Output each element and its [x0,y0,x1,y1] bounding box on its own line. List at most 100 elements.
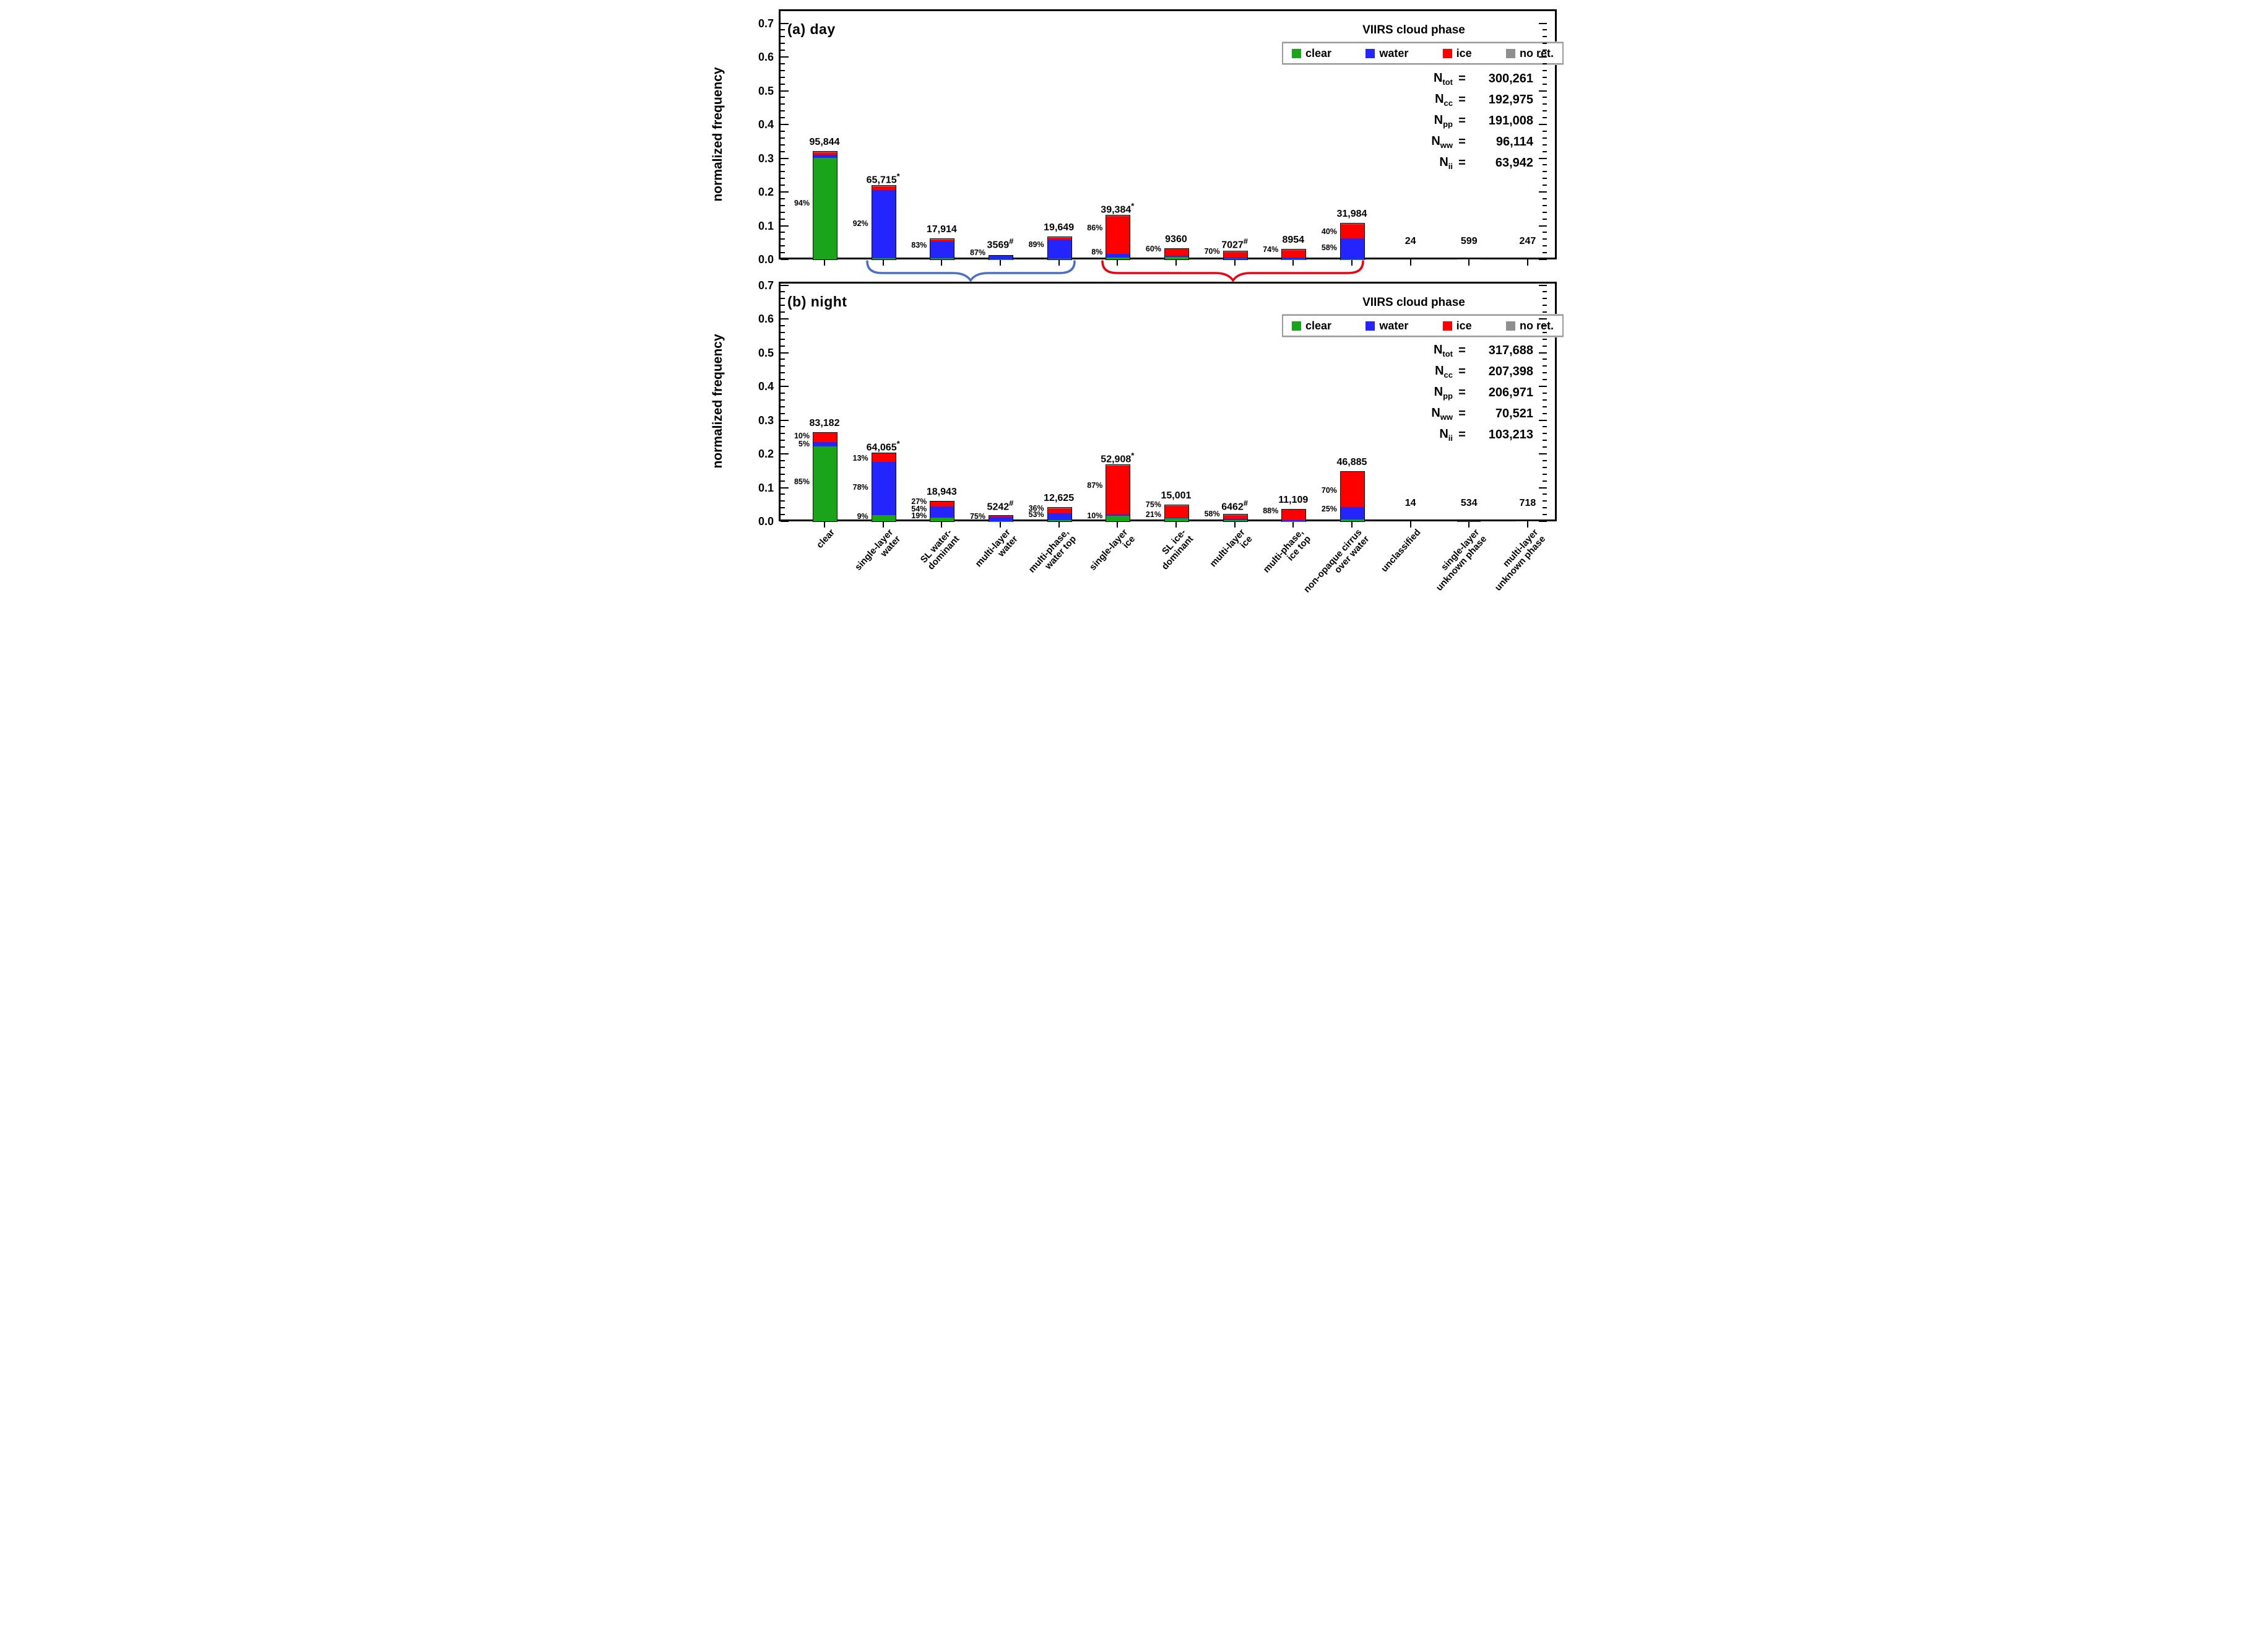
x-tick [1526,521,1528,528]
legend-box-day: clear water ice no ret. [1282,42,1564,64]
stat-value: 207,398 [1488,364,1533,378]
y-minor-tick-right [1543,433,1547,435]
y-major-tick-right [1539,259,1547,260]
equals-sign: = [1458,113,1466,128]
bar-percent-label: 83% [911,241,927,250]
y-minor-tick-right [1543,493,1547,495]
y-major-tick [781,521,789,522]
stat-nii: Nii = 63,942 [1413,152,1537,173]
bar-value-label: 31,984 [1336,208,1367,219]
stat-value: 191,008 [1488,113,1533,128]
y-minor-tick-right [1543,311,1547,313]
x-tick [824,259,825,266]
x-category-label: multi-phase, water top [1026,527,1079,575]
x-tick [1409,521,1411,528]
bar-value-label: 95,844 [809,137,840,148]
bar-segment-no_ret [1164,505,1188,506]
y-major-tick-right [1539,453,1547,454]
y-minor-tick [781,97,785,98]
bar-segment-water [1282,257,1306,259]
bar-day-7 [1223,251,1248,260]
bar-segment-ice [872,186,896,191]
bar-percent-label: 75% [969,511,985,521]
y-minor-tick [781,473,785,475]
bar-segment-ice [1047,508,1071,513]
y-minor-tick [781,76,785,78]
x-tick [882,259,884,266]
stat-name: Ntot [1433,342,1453,359]
value-suffix: # [1243,237,1249,246]
bar-segment-no_ret [1223,251,1247,253]
bar-day-4 [1047,237,1072,260]
bar-segment-ice [930,501,954,507]
bar-segment-no_ret [1106,465,1130,466]
x-tick [1468,259,1470,266]
bar-segment-ice [1282,250,1306,258]
y-major-tick [781,318,789,319]
x-tick [1175,521,1177,528]
bar-night-8 [1281,508,1307,522]
x-category-label: unclassified [1379,527,1423,575]
bar-percent-label: 13% [852,454,868,463]
y-minor-tick [781,238,785,240]
bar-percent-label: 87% [969,248,985,258]
bar-segment-no_ret [1106,215,1130,216]
y-minor-tick-right [1543,379,1547,381]
stat-value: 103,213 [1488,427,1533,441]
x-tick [1351,521,1353,528]
bar-night-2 [930,500,955,522]
y-tick-label: 0.2 [758,448,774,460]
stat-value: 96,114 [1495,134,1533,149]
bar-day-2 [930,238,955,260]
bar-day-11 [1457,258,1481,260]
y-tick-label: 0.4 [758,118,774,131]
bar-percent-label: 40% [1321,227,1337,237]
y-minor-tick-right [1543,466,1547,468]
y-minor-tick [781,311,785,313]
bar-segment-water [813,155,837,159]
stat-value: 192,975 [1488,92,1533,106]
stats-block-day: Ntot = 300,261 Ncc = 192,975 Npp = 191,0… [1413,68,1537,173]
y-minor-tick-right [1543,359,1547,360]
x-tick [1234,259,1236,266]
stat-name: Ncc [1435,92,1453,108]
bar-segment-clear [1164,257,1188,259]
equals-sign: = [1458,427,1466,441]
y-minor-tick [781,412,785,414]
y-minor-tick-right [1543,76,1547,78]
value-suffix: # [1009,498,1014,508]
bar-percent-label: 19% [911,511,927,521]
y-minor-tick-right [1543,211,1547,213]
x-category-label: SL ice- dominant [1159,527,1196,572]
stat-nww: Nww = 96,114 [1413,131,1537,152]
bar-segment-ice [930,239,954,242]
bar-segment-water [989,516,1013,521]
bar-segment-ice [1223,252,1247,258]
bar-value-label: 3569# [987,237,1014,251]
stat-value: 206,971 [1488,385,1533,399]
y-minor-tick [781,117,785,119]
y-minor-tick [781,144,785,146]
bar-percent-label: 58% [1321,243,1337,252]
bar-percent-label: 85% [794,477,810,487]
y-major-tick [781,22,789,24]
legend-entry-no-ret: no ret. [1505,47,1554,60]
y-minor-tick-right [1543,103,1547,105]
y-axis-label-night: normalized frequency [711,334,725,469]
y-minor-tick [781,406,785,407]
bar-segment-ice [813,152,837,155]
y-minor-tick [781,198,785,199]
y-minor-tick [781,298,785,300]
x-category-label: multi-layer ice [1208,527,1255,570]
x-tick [1117,259,1119,266]
y-minor-tick-right [1543,331,1547,333]
stat-npp: Npp = 206,971 [1413,382,1537,403]
bar-segment-clear [1106,515,1130,521]
y-tick-label: 0.1 [758,219,774,232]
x-tick [1292,521,1294,528]
y-minor-tick-right [1543,164,1547,166]
bar-percent-label: 86% [1087,223,1103,232]
y-major-tick-right [1539,22,1547,24]
legend-entry-clear: clear [1292,319,1331,332]
stat-name: Nww [1431,406,1453,422]
